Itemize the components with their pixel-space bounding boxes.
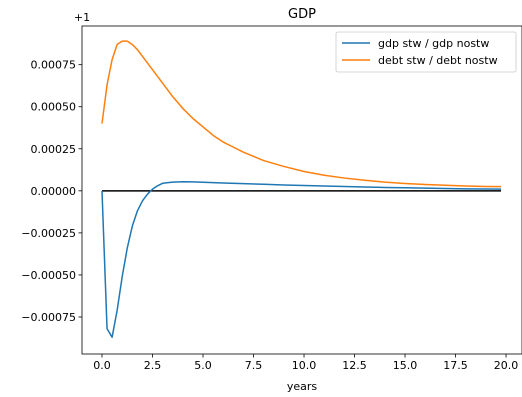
series-line-gdp [101,181,501,338]
series-layer [101,40,501,338]
x-tick-label: 7.5 [245,359,263,372]
series-line-debt [101,40,501,188]
x-tick-label: 17.5 [443,359,468,372]
x-axis-label: years [287,380,318,393]
ticks-layer: 0.0 2.5 5.0 7.5 10.0 12.5 15.0 17.5 20.0 −0.00075… [21,59,518,372]
legend-box [335,31,517,73]
x-tick-label: 15.0 [393,359,418,372]
y-tick-label: −0.00025 [21,227,76,240]
x-tick-label: 12.5 [342,359,367,372]
x-tick-label: 2.5 [144,359,162,372]
y-tick-label: −0.00075 [21,311,76,324]
legend-label-gdp: gdp stw / gdp nostw [378,37,489,50]
legend-label-debt: debt stw / debt nostw [378,54,498,67]
y-tick-label: −0.00050 [21,269,76,282]
x-tick-label: 20.0 [494,359,519,372]
x-tick-label: 5.0 [194,359,212,372]
y-tick-label: 0.00025 [31,143,77,156]
chart-title: GDP [288,7,316,22]
plot-frame [81,25,522,355]
y-tick-label: 0.00050 [31,101,77,114]
x-tick-label: 0.0 [93,359,111,372]
y-tick-label: 0.00075 [31,59,77,72]
y-tick-label: 0.00000 [31,185,77,198]
y-offset-label: +1 [74,11,90,24]
x-tick-label: 10.0 [292,359,317,372]
legend: gdp stw / gdp nostw debt stw / debt nost… [335,31,517,73]
